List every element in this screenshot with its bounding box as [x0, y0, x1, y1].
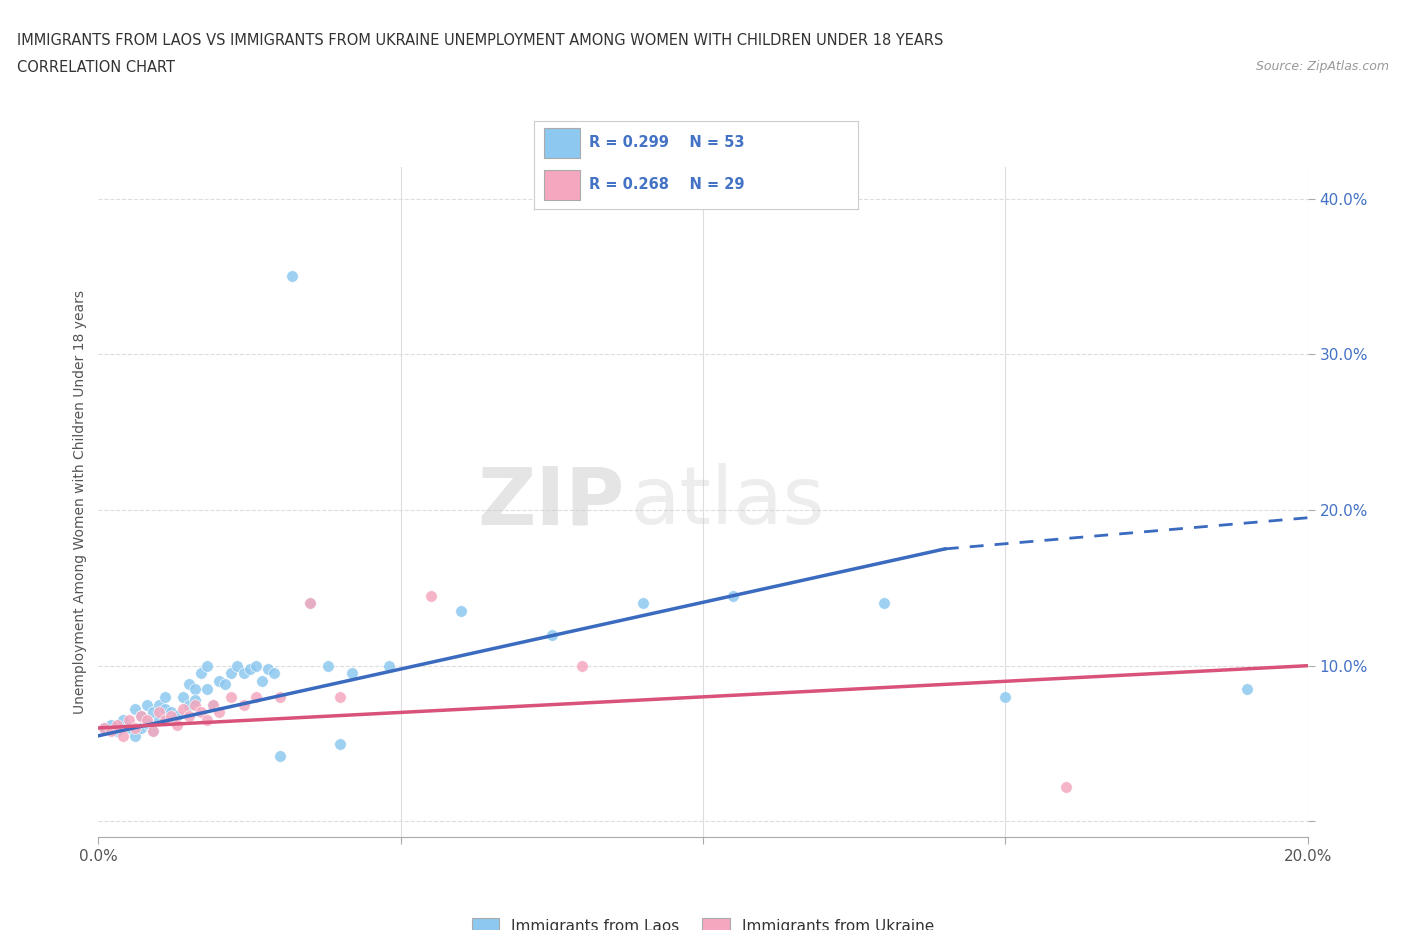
Text: Source: ZipAtlas.com: Source: ZipAtlas.com	[1256, 60, 1389, 73]
Point	[221, 689, 243, 704]
Point	[269, 749, 291, 764]
Point	[148, 712, 170, 727]
Point	[105, 717, 128, 732]
Point	[250, 674, 273, 689]
Point	[245, 689, 267, 704]
Point	[111, 712, 134, 727]
Point	[1054, 779, 1077, 794]
Point	[124, 721, 146, 736]
Text: atlas: atlas	[630, 463, 825, 541]
Point	[111, 728, 134, 743]
Point	[195, 658, 218, 673]
Point	[873, 596, 896, 611]
Point	[135, 698, 157, 712]
Point	[129, 708, 152, 723]
Point	[148, 698, 170, 712]
Point	[177, 708, 201, 723]
Point	[105, 724, 128, 738]
Point	[124, 728, 146, 743]
Point	[172, 702, 194, 717]
Point	[142, 705, 165, 720]
Point	[160, 708, 183, 723]
Point	[142, 724, 165, 738]
Text: R = 0.299    N = 53: R = 0.299 N = 53	[589, 135, 745, 150]
Point	[208, 674, 231, 689]
FancyBboxPatch shape	[544, 170, 579, 201]
Point	[172, 689, 194, 704]
Point	[129, 708, 152, 723]
Point	[135, 716, 157, 731]
Point	[214, 677, 236, 692]
Point	[93, 721, 115, 736]
Text: R = 0.268    N = 29: R = 0.268 N = 29	[589, 178, 745, 193]
Point	[239, 661, 262, 676]
Point	[100, 724, 122, 738]
Point	[190, 666, 212, 681]
Point	[994, 689, 1017, 704]
Point	[263, 666, 285, 681]
Point	[153, 702, 176, 717]
Legend: Immigrants from Laos, Immigrants from Ukraine: Immigrants from Laos, Immigrants from Uk…	[465, 911, 941, 930]
Point	[316, 658, 339, 673]
Point	[118, 712, 141, 727]
Point	[450, 604, 472, 618]
Point	[166, 708, 188, 723]
Point	[342, 666, 364, 681]
Point	[160, 712, 183, 727]
Point	[195, 712, 218, 727]
Point	[184, 682, 207, 697]
Point	[153, 689, 176, 704]
Point	[190, 705, 212, 720]
Point	[245, 658, 267, 673]
Y-axis label: Unemployment Among Women with Children Under 18 years: Unemployment Among Women with Children U…	[73, 290, 87, 714]
Point	[129, 721, 152, 736]
Point	[142, 724, 165, 738]
Text: ZIP: ZIP	[477, 463, 624, 541]
Point	[177, 698, 201, 712]
Point	[721, 588, 744, 603]
Point	[153, 712, 176, 727]
Point	[631, 596, 654, 611]
Point	[540, 627, 562, 642]
Point	[571, 658, 593, 673]
Point	[195, 682, 218, 697]
Point	[226, 658, 249, 673]
Point	[148, 705, 170, 720]
Point	[299, 596, 322, 611]
Point	[281, 269, 304, 284]
Point	[299, 596, 322, 611]
Point	[184, 693, 207, 708]
Point	[1236, 682, 1258, 697]
Point	[208, 705, 231, 720]
Point	[184, 698, 207, 712]
FancyBboxPatch shape	[544, 128, 579, 158]
Point	[232, 698, 254, 712]
Point	[256, 661, 278, 676]
Point	[118, 721, 141, 736]
Point	[419, 588, 441, 603]
Point	[93, 721, 115, 736]
Point	[329, 689, 352, 704]
Point	[166, 717, 188, 732]
Point	[135, 712, 157, 727]
Point	[221, 666, 243, 681]
Point	[269, 689, 291, 704]
Point	[377, 658, 399, 673]
Point	[232, 666, 254, 681]
Point	[160, 705, 183, 720]
Point	[329, 737, 352, 751]
Point	[202, 698, 225, 712]
Point	[124, 702, 146, 717]
Text: IMMIGRANTS FROM LAOS VS IMMIGRANTS FROM UKRAINE UNEMPLOYMENT AMONG WOMEN WITH CH: IMMIGRANTS FROM LAOS VS IMMIGRANTS FROM …	[17, 33, 943, 47]
Point	[202, 698, 225, 712]
Text: CORRELATION CHART: CORRELATION CHART	[17, 60, 174, 75]
Point	[100, 717, 122, 732]
Point	[177, 677, 201, 692]
